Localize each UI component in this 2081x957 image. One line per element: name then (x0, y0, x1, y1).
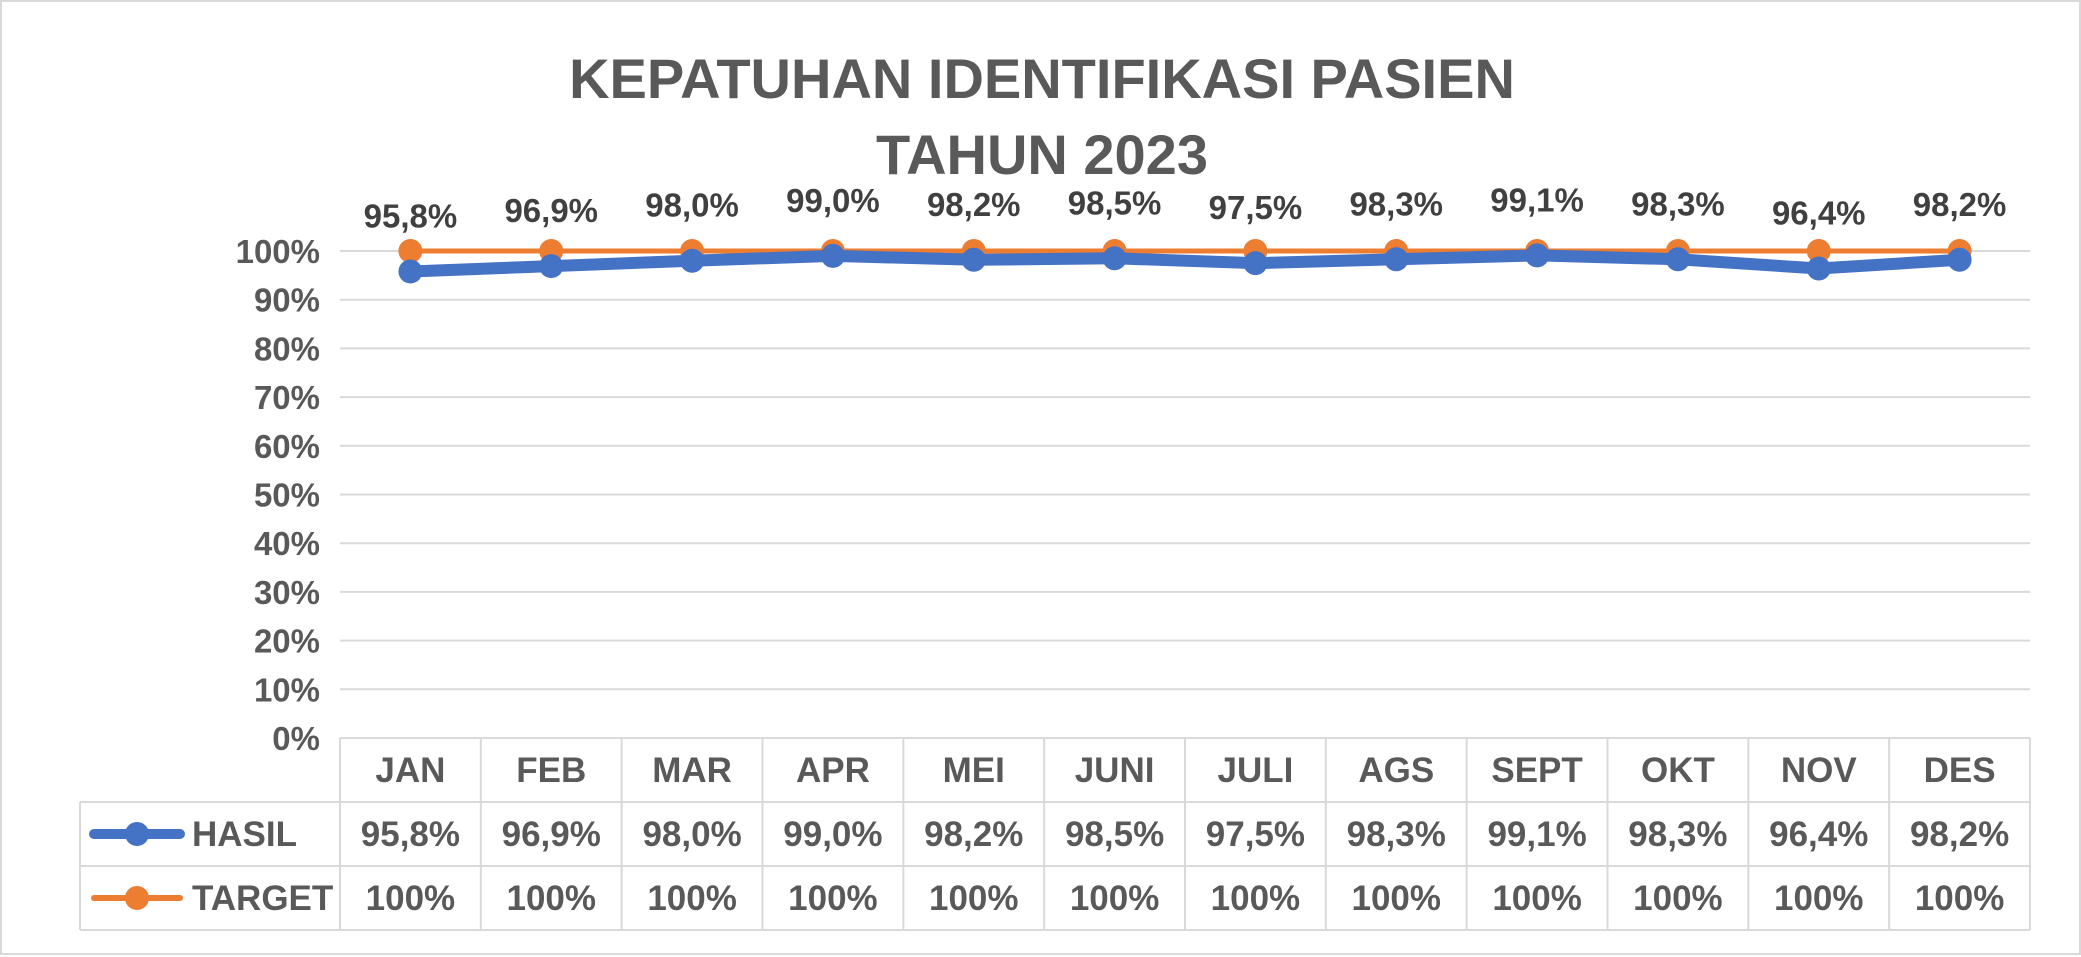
category-label: OKT (1641, 751, 1715, 790)
data-point (398, 259, 423, 284)
category-label: MEI (943, 751, 1005, 790)
data-point (961, 247, 986, 272)
table-cell: 98,2% (924, 815, 1023, 854)
series-lines (398, 239, 1972, 284)
y-tick-label: 100% (236, 233, 320, 270)
y-tick-label: 50% (254, 477, 320, 514)
table-cell: 98,3% (1347, 815, 1446, 854)
data-point (1665, 247, 1690, 272)
series-hasil (398, 243, 1972, 284)
category-label: APR (796, 751, 870, 790)
data-point (1243, 251, 1268, 276)
y-tick-label: 90% (254, 282, 320, 319)
table-cell: 99,1% (1487, 815, 1586, 854)
category-label: JUNI (1075, 751, 1155, 790)
data-label: 95,8% (364, 197, 458, 234)
data-point (398, 239, 423, 263)
category-label: JAN (375, 751, 445, 790)
series-line (404, 249, 1966, 278)
legend-label: HASIL (192, 815, 297, 854)
y-tick-label: 70% (254, 379, 320, 416)
category-label: MAR (652, 751, 732, 790)
table-cell: 96,4% (1769, 815, 1868, 854)
data-point (820, 243, 845, 268)
data-label: 98,0% (645, 187, 739, 224)
table-cell: 100% (506, 879, 596, 918)
data-label: 98,2% (927, 186, 1021, 223)
data-point (1384, 247, 1409, 272)
data-label: 97,5% (1209, 189, 1303, 226)
table-cell: 100% (366, 879, 456, 918)
data-point (1102, 246, 1127, 271)
data-point (1947, 247, 1972, 272)
y-tick-label: 0% (272, 720, 320, 757)
table-cell: 100% (1633, 879, 1723, 918)
table-cell: 100% (1492, 879, 1582, 918)
table-cell: 100% (1774, 879, 1864, 918)
y-axis-ticks: 0% 10% 20% 30% 40% 50% 60% 70% 80% 90% 100% (236, 233, 320, 757)
y-tick-label: 60% (254, 428, 320, 465)
y-tick-label: 10% (254, 671, 320, 708)
data-point (680, 248, 705, 273)
table-cell: 95,8% (361, 815, 460, 854)
data-label: 98,3% (1349, 185, 1443, 222)
table-cell: 100% (1351, 879, 1441, 918)
data-point (539, 254, 564, 279)
category-label: SEPT (1491, 751, 1582, 790)
data-labels: 95,8% 96,9% 98,0% 99,0% 98,2% 98,5% 97,5% 98,3%… (364, 181, 2007, 234)
legend-label: TARGET (192, 879, 333, 918)
category-label: JULI (1217, 751, 1293, 790)
legend-marker (125, 822, 149, 846)
chart-subtitle: TAHUN 2023 (876, 123, 1208, 186)
data-label: 98,3% (1631, 185, 1725, 222)
y-tick-label: 40% (254, 525, 320, 562)
data-table: JAN FEB MAR APR MEI JUNI JULI AGS SEPT OKT NOV DES H… (79, 737, 2031, 931)
legend-marker (125, 886, 149, 910)
table-cell: 96,9% (502, 815, 601, 854)
table-cell: 98,5% (1065, 815, 1164, 854)
category-label: FEB (516, 751, 586, 790)
legend-key-target (91, 886, 183, 910)
y-tick-label: 30% (254, 574, 320, 611)
table-cell: 100% (929, 879, 1019, 918)
table-cell: 100% (1211, 879, 1301, 918)
data-label: 96,4% (1772, 195, 1866, 232)
table-cell: 97,5% (1206, 815, 1305, 854)
gridlines (340, 250, 2030, 739)
table-cell: 100% (1070, 879, 1160, 918)
data-label: 99,0% (786, 182, 880, 219)
data-point (1806, 256, 1831, 281)
data-point (1806, 239, 1831, 263)
data-label: 98,2% (1913, 186, 2007, 223)
data-point (1525, 243, 1550, 268)
table-cell: 100% (788, 879, 878, 918)
series-target (398, 239, 1972, 263)
table-cell: 100% (647, 879, 737, 918)
category-label: AGS (1358, 751, 1434, 790)
table-cell: 100% (1915, 879, 2005, 918)
data-label: 99,1% (1490, 181, 1584, 218)
table-cell: 98,0% (642, 815, 741, 854)
y-tick-label: 20% (254, 623, 320, 660)
category-label: NOV (1781, 751, 1858, 790)
table-cell: 98,3% (1628, 815, 1727, 854)
data-label: 96,9% (504, 192, 598, 229)
legend-key-hasil (89, 822, 185, 846)
data-label: 98,5% (1068, 184, 1162, 221)
table-cell: 99,0% (783, 815, 882, 854)
y-tick-label: 80% (254, 330, 320, 367)
table-cell: 98,2% (1910, 815, 2009, 854)
chart-title: KEPATUHAN IDENTIFIKASI PASIEN (569, 47, 1515, 110)
category-label: DES (1924, 751, 1996, 790)
